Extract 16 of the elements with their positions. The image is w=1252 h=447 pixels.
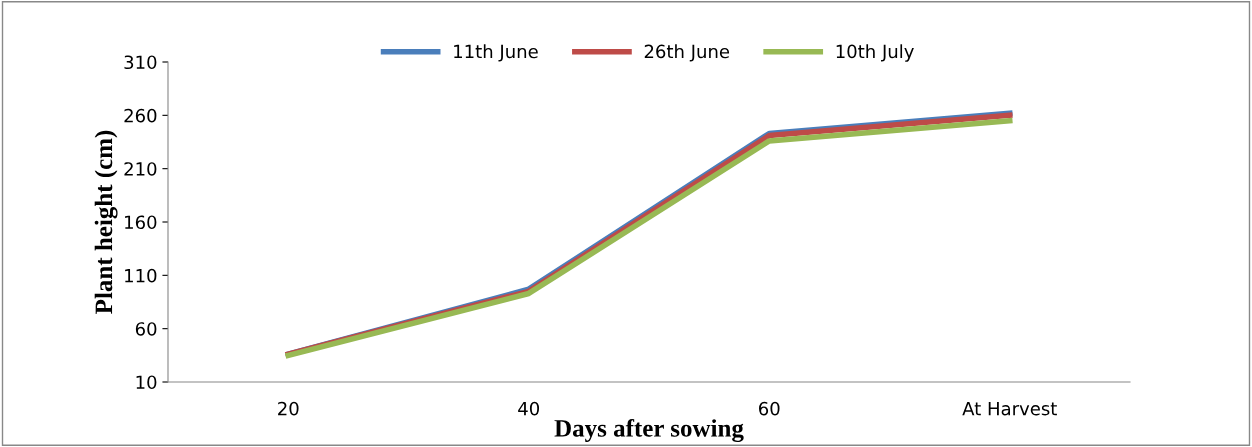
x-tick-label: 40: [518, 401, 540, 416]
legend-label: 10th July: [836, 44, 914, 62]
y-tick-label: 310: [124, 55, 157, 70]
y-tick-label: 160: [125, 215, 157, 230]
legend-label: 26th June: [644, 44, 730, 62]
y-tick-label: 260: [124, 108, 157, 123]
y-tick-label: 10: [136, 375, 157, 390]
y-tick-label: 60: [135, 322, 157, 336]
y-tick-label: 110: [125, 268, 157, 283]
x-axis-title: Days after sowing: [554, 418, 744, 443]
legend-label: 11th June: [454, 44, 538, 62]
y-axis-title: Plant height (cm): [94, 130, 118, 314]
y-tick-label: 210: [124, 162, 157, 176]
x-tick-label: At Harvest: [962, 402, 1057, 416]
x-tick-label: 20: [278, 401, 299, 416]
x-tick-label: 60: [759, 401, 780, 416]
